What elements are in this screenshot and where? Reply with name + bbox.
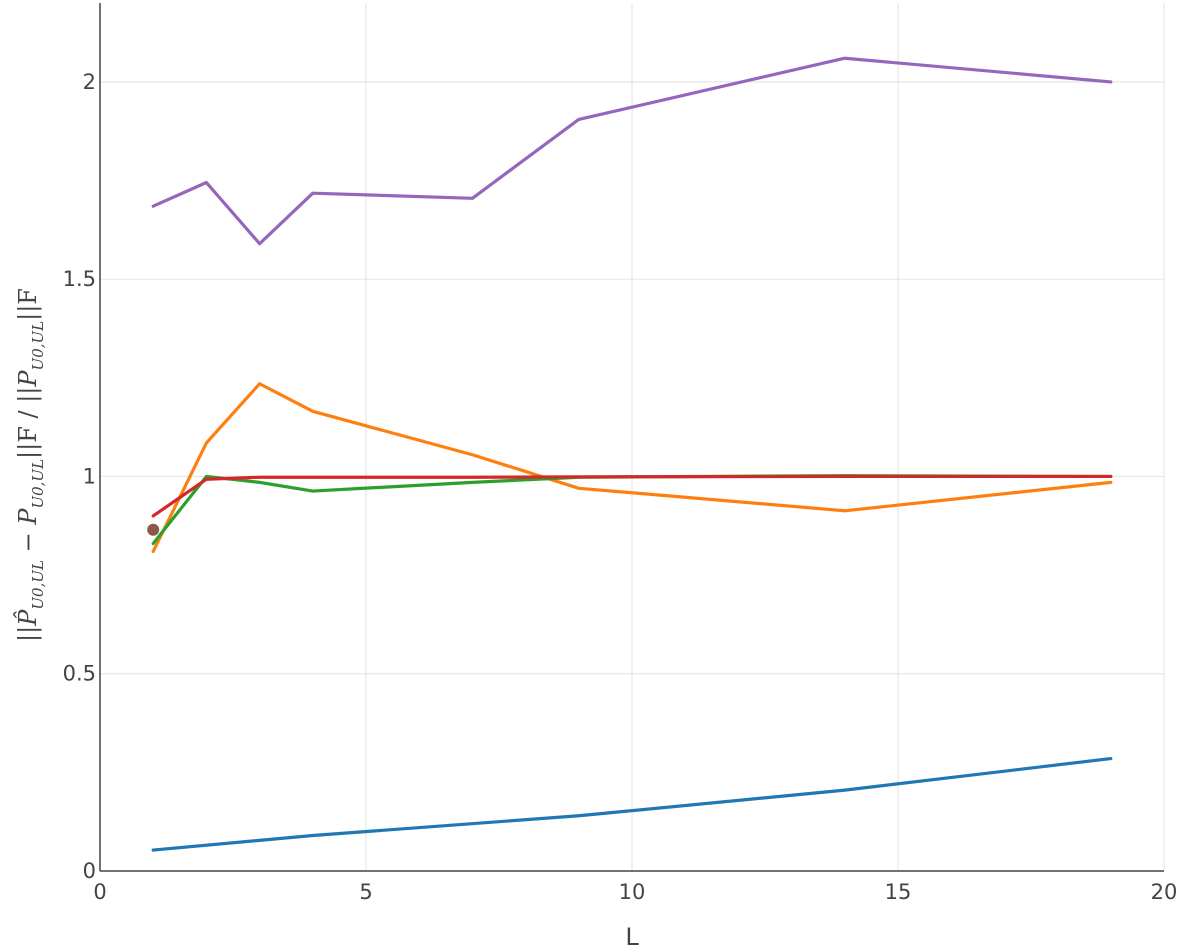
axes xyxy=(99,3,1164,872)
x-tick-label: 10 xyxy=(619,880,646,904)
series-group xyxy=(147,56,1113,852)
series-line-5 xyxy=(151,756,1113,852)
y-tick-label: 1 xyxy=(83,464,96,488)
x-tick-label: 20 xyxy=(1151,880,1178,904)
y-tick-label: 2 xyxy=(83,70,96,94)
series-line-4 xyxy=(151,474,1113,518)
y-axis-title-group: ||P̂U0,UL − PU0,UL||F / ||PU0,UL||F xyxy=(14,288,47,642)
x-tick-label: 15 xyxy=(885,880,912,904)
y-axis-title: ||P̂U0,UL − PU0,UL||F / ||PU0,UL||F xyxy=(14,288,47,642)
x-tick-label: 5 xyxy=(359,880,372,904)
series-line-1 xyxy=(151,56,1113,246)
y-tick-label: 1.5 xyxy=(63,267,96,291)
y-tick-label: 0.5 xyxy=(63,662,96,686)
series-line-2 xyxy=(151,382,1113,554)
x-tick-label: 0 xyxy=(93,880,106,904)
y-tick-label: 0 xyxy=(83,859,96,883)
series-point xyxy=(147,523,160,536)
x-axis-title: L xyxy=(625,923,639,948)
tick-labels: 0 5 10 15 20 0 0.5 1 1.5 2 xyxy=(63,70,1178,904)
gridlines xyxy=(100,3,1165,871)
